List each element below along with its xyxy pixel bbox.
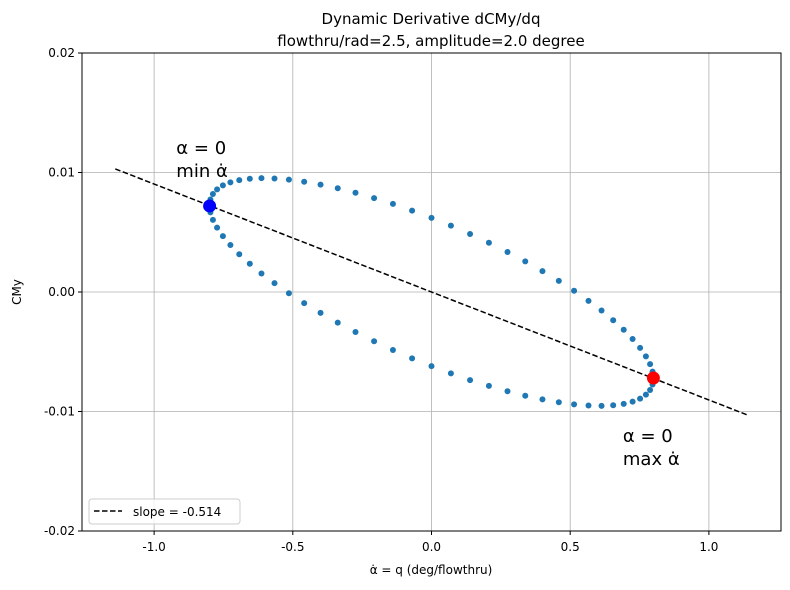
x-tick-label: 0.0 bbox=[422, 540, 441, 554]
data-point bbox=[258, 270, 265, 277]
data-point bbox=[539, 396, 546, 403]
data-point bbox=[629, 398, 636, 405]
data-point bbox=[485, 239, 492, 246]
legend-box bbox=[88, 498, 241, 525]
data-point bbox=[371, 338, 378, 345]
data-point bbox=[301, 178, 308, 185]
data-point bbox=[428, 214, 435, 221]
data-point bbox=[317, 181, 324, 188]
data-point bbox=[352, 329, 359, 336]
data-point bbox=[637, 344, 644, 351]
data-point bbox=[236, 251, 243, 258]
data-point bbox=[467, 231, 474, 238]
data-point bbox=[334, 319, 341, 326]
data-point bbox=[447, 370, 454, 377]
data-point bbox=[485, 382, 492, 389]
data-point bbox=[642, 391, 649, 398]
data-point bbox=[285, 176, 292, 183]
y-tick-label: -0.01 bbox=[44, 405, 75, 419]
data-point bbox=[585, 402, 592, 409]
data-point bbox=[352, 189, 359, 196]
data-point bbox=[214, 224, 221, 231]
data-point bbox=[389, 200, 396, 207]
chart-subtitle: flowthru/rad=2.5, amplitude=2.0 degree bbox=[277, 32, 584, 50]
data-point bbox=[598, 402, 605, 409]
data-point bbox=[555, 399, 562, 406]
data-point bbox=[610, 317, 617, 324]
data-point bbox=[522, 392, 529, 399]
annotation-line2: min α̇ bbox=[176, 161, 228, 182]
data-point bbox=[539, 268, 546, 275]
data-point bbox=[409, 355, 416, 362]
data-point bbox=[620, 400, 627, 407]
legend-label: slope = -0.514 bbox=[133, 505, 221, 519]
data-point bbox=[647, 361, 654, 368]
data-point bbox=[301, 300, 308, 307]
data-point bbox=[209, 216, 216, 223]
x-tick-label: -0.5 bbox=[281, 540, 304, 554]
data-point bbox=[209, 191, 216, 198]
annotation-line2: max α̇ bbox=[623, 449, 680, 470]
data-point bbox=[504, 248, 511, 255]
data-point bbox=[610, 402, 617, 409]
data-point bbox=[620, 326, 627, 333]
data-point bbox=[571, 401, 578, 408]
annotation-line1: α = 0 bbox=[176, 138, 226, 159]
x-tick-label: 0.5 bbox=[561, 540, 580, 554]
data-point bbox=[447, 222, 454, 229]
data-point bbox=[647, 386, 654, 393]
data-point bbox=[258, 175, 265, 182]
data-point bbox=[555, 277, 562, 284]
marker-alpha-zero bbox=[203, 199, 217, 213]
series-layer bbox=[115, 168, 748, 416]
marker-alpha-zero bbox=[646, 371, 660, 385]
plot-frame bbox=[81, 52, 782, 532]
data-point bbox=[585, 297, 592, 304]
data-point bbox=[389, 346, 396, 353]
x-axis-ticks: -1.0 -0.5 0.0 0.5 1.0 bbox=[142, 531, 718, 554]
data-point bbox=[246, 260, 253, 267]
data-point bbox=[227, 242, 234, 249]
legend: slope = -0.514 bbox=[88, 498, 241, 525]
data-point bbox=[246, 175, 253, 182]
slope-line bbox=[115, 168, 748, 416]
data-point bbox=[227, 179, 234, 186]
y-axis-label: CMy bbox=[10, 279, 24, 305]
data-point bbox=[214, 186, 221, 193]
y-axis-ticks: 0.02 0.01 0.00 -0.01 -0.02 bbox=[44, 46, 82, 538]
data-point bbox=[467, 377, 474, 384]
data-point bbox=[285, 290, 292, 297]
annotation-line1: α = 0 bbox=[623, 426, 673, 447]
data-point bbox=[317, 309, 324, 316]
data-point bbox=[598, 307, 605, 314]
data-point bbox=[637, 395, 644, 402]
y-tick-label: 0.00 bbox=[48, 285, 75, 299]
data-point bbox=[629, 335, 636, 342]
data-point bbox=[334, 185, 341, 192]
chart-title: Dynamic Derivative dCMy/dq bbox=[322, 10, 541, 28]
x-tick-label: -1.0 bbox=[142, 540, 165, 554]
y-tick-label: -0.02 bbox=[44, 524, 75, 538]
y-tick-label: 0.02 bbox=[48, 46, 75, 60]
x-axis-label: α̇ = q (deg/flowthru) bbox=[370, 563, 493, 577]
data-point bbox=[428, 363, 435, 370]
data-point bbox=[504, 388, 511, 395]
data-point bbox=[642, 353, 649, 360]
data-point bbox=[522, 258, 529, 265]
y-tick-label: 0.01 bbox=[48, 166, 75, 180]
x-tick-label: 1.0 bbox=[699, 540, 718, 554]
data-point bbox=[236, 177, 243, 184]
data-point bbox=[271, 280, 278, 287]
data-point bbox=[219, 182, 226, 189]
data-point bbox=[371, 195, 378, 202]
data-point bbox=[271, 175, 278, 182]
data-point bbox=[219, 233, 226, 240]
data-point bbox=[409, 207, 416, 214]
data-point bbox=[571, 287, 578, 294]
